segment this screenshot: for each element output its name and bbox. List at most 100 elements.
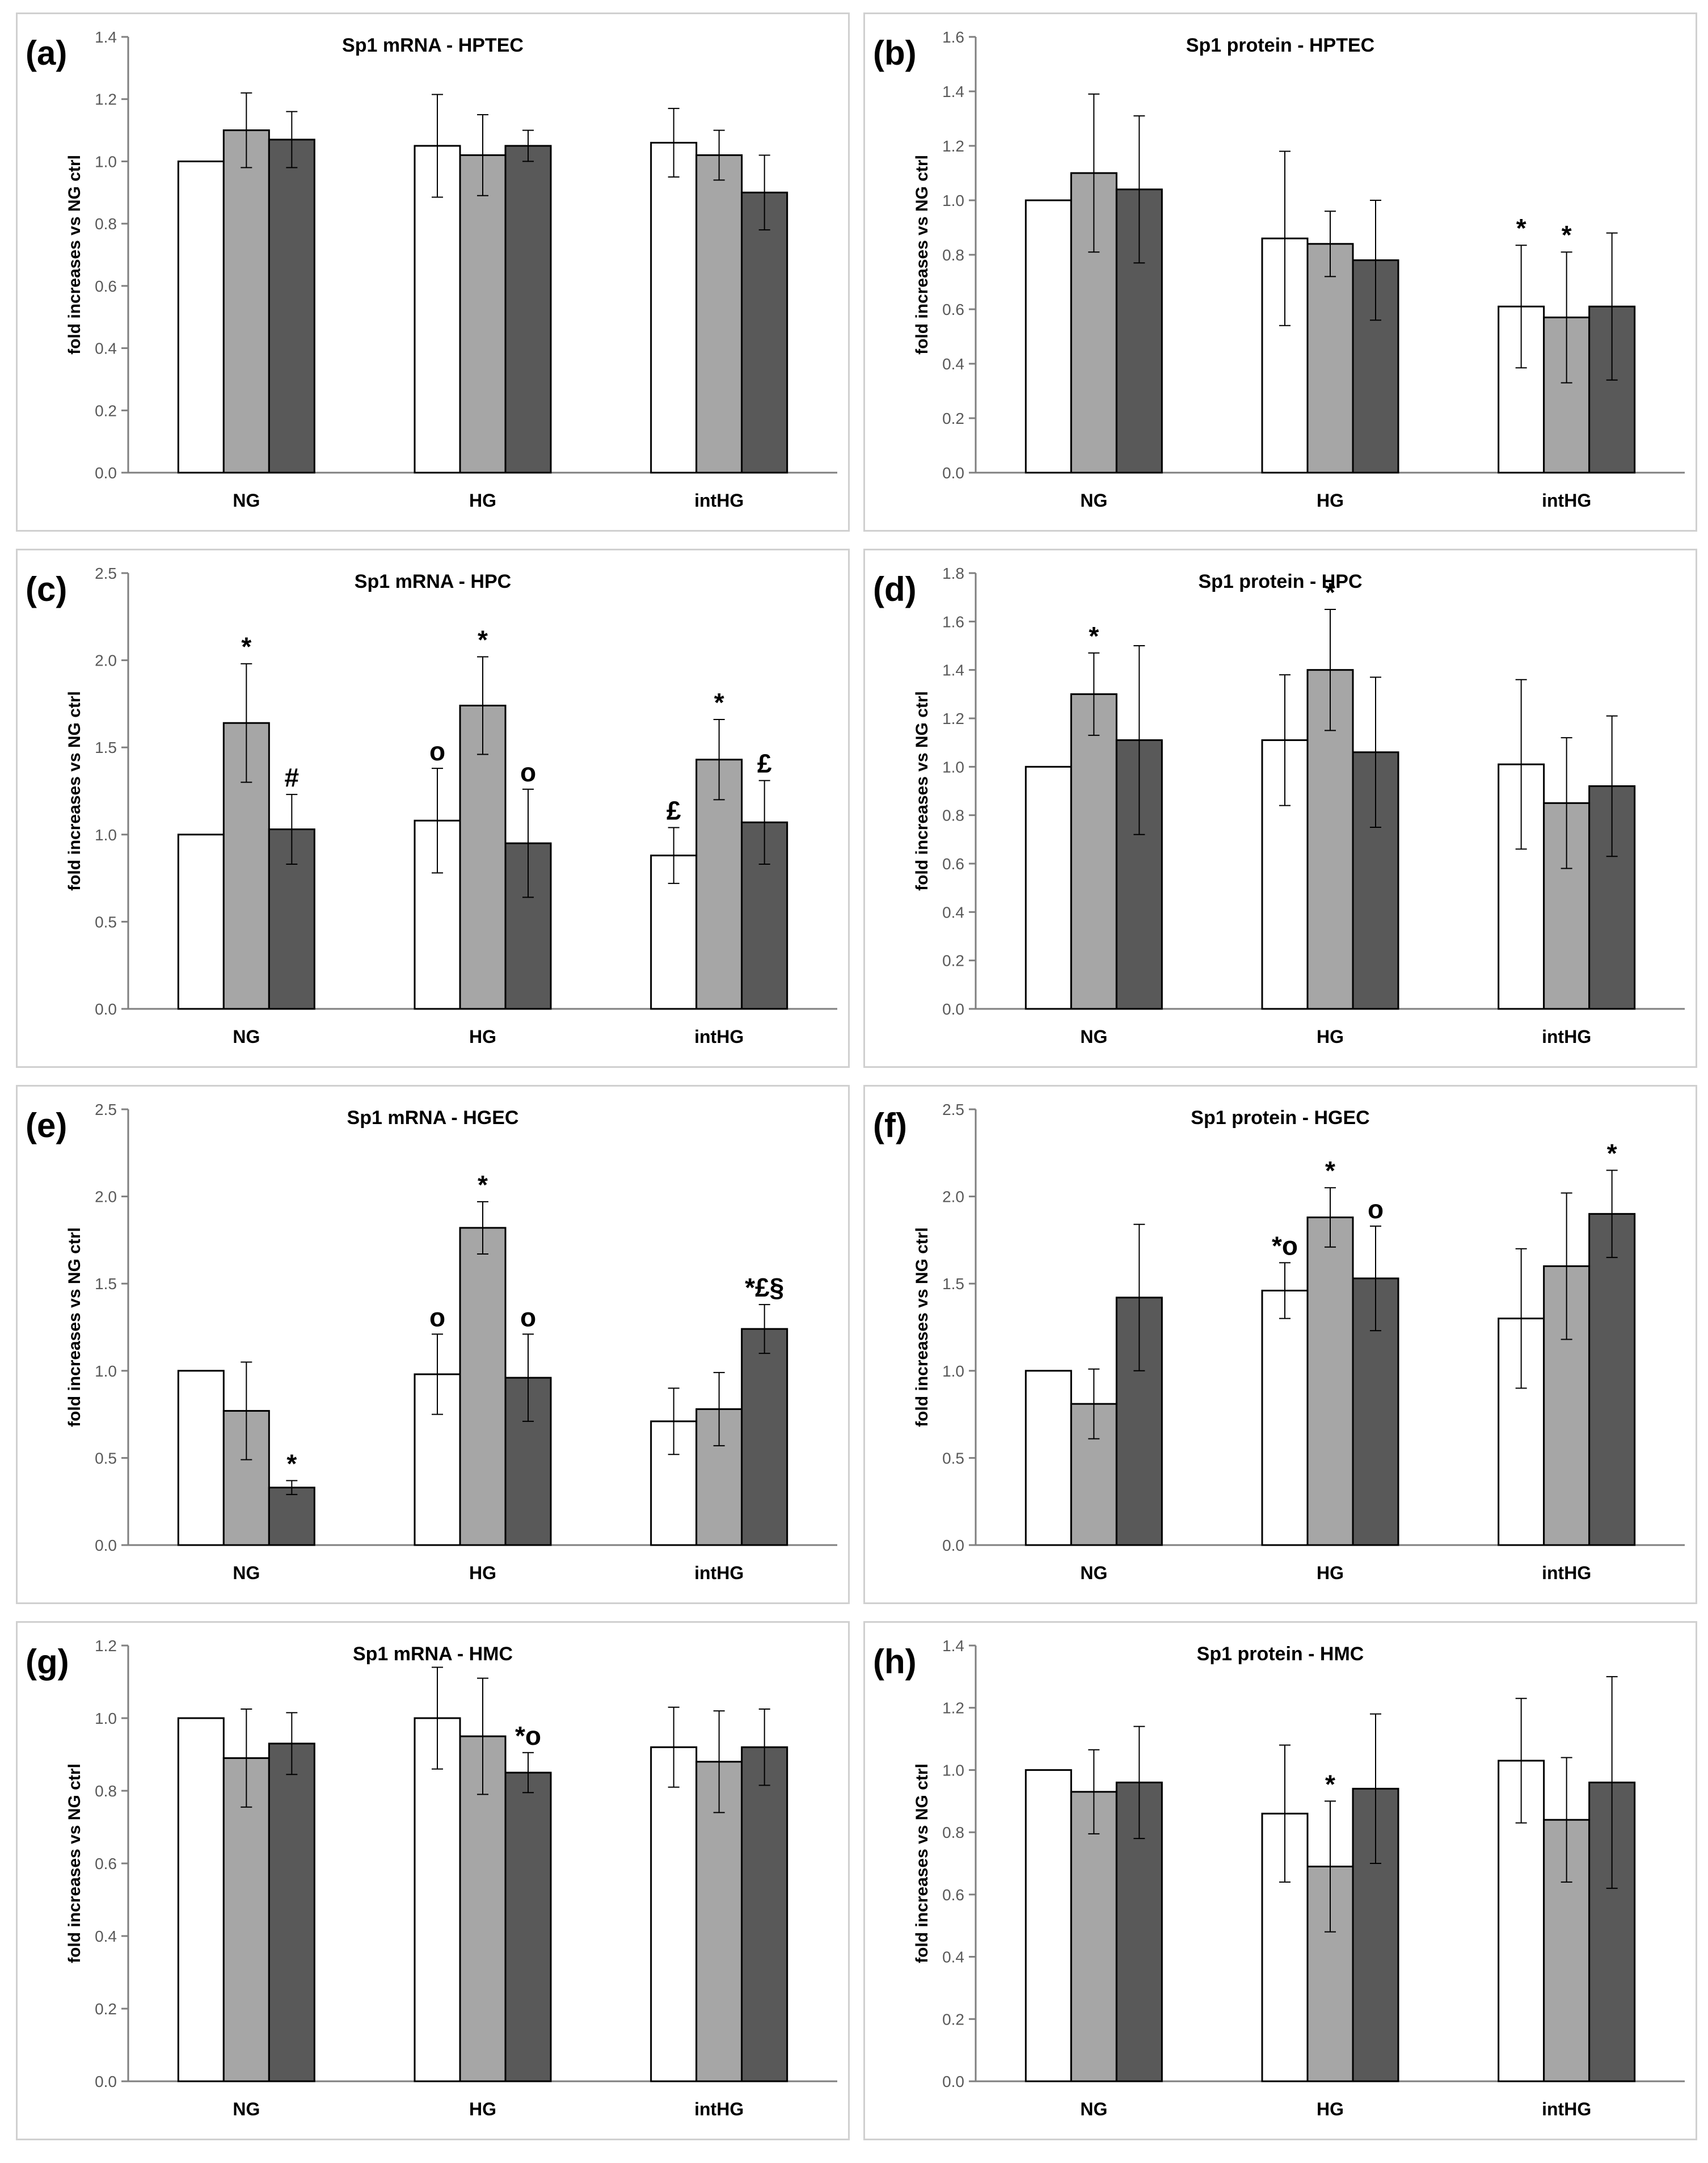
bar	[1261, 1289, 1309, 1546]
y-tick-label: 0.2	[95, 2000, 117, 2018]
x-tick-label: HG	[469, 2099, 496, 2119]
y-axis-label: fold increases vs NG ctrl	[65, 691, 84, 891]
y-axis-label: fold increases vs NG ctrl	[913, 1764, 931, 1963]
x-tick-label: intHG	[1542, 1026, 1591, 1047]
x-tick-label: HG	[1317, 1026, 1344, 1047]
bar	[414, 819, 461, 1010]
significance-label: *o	[515, 1721, 541, 1750]
y-tick-label: 0.8	[95, 215, 117, 233]
y-tick-label: 0.4	[95, 340, 117, 357]
chart-title: Sp1 mRNA - HMC	[352, 1643, 513, 1665]
y-tick-label: 0.0	[95, 1537, 117, 1554]
chart-f: 0.0 0.5 1.0 1.5 2.0 2.5 fold increases vs NG c…	[913, 1101, 1685, 1583]
x-tick-label: intHG	[694, 1026, 744, 1047]
y-tick-label: 1.0	[95, 1362, 117, 1380]
x-tick-label: intHG	[694, 1563, 744, 1583]
panel-letter: (c)	[26, 570, 68, 608]
chart-g: 0.0 0.2 0.4 0.6 0.8 1.0 1.2 fold increases vs N…	[65, 1637, 837, 2119]
y-tick-label: 1.4	[95, 28, 117, 46]
significance-label: o	[429, 737, 445, 766]
significance-label: *	[1562, 220, 1572, 250]
bar	[695, 759, 743, 1010]
significance-label: o	[520, 1302, 536, 1332]
bar	[1024, 765, 1072, 1010]
chart-b: 0.0 0.2 0.4 0.6 0.8 1.0 1.2 1.4 1.6 fold increase…	[913, 28, 1685, 511]
x-tick-label: intHG	[1542, 2099, 1591, 2119]
bar	[741, 1328, 788, 1546]
chart-d: 0.0 0.2 0.4 0.6 0.8 1.0 1.2 1.4 1.6 1.8 fold incre…	[913, 565, 1685, 1047]
y-tick-label: 1.4	[942, 1637, 964, 1655]
bar	[177, 1717, 225, 2082]
y-tick-label: 1.5	[95, 1275, 117, 1293]
bar	[268, 138, 315, 474]
y-tick-label: 1.2	[942, 137, 964, 155]
x-tick-label: HG	[1317, 1563, 1344, 1583]
y-tick-label: 0.0	[95, 2073, 117, 2090]
y-tick-label: 0.8	[942, 1824, 964, 1841]
panel-a: 0.0 0.2 0.4 0.6 0.8 1.0 1.2 1.4 fold increases v…	[16, 12, 850, 532]
y-tick-label: 0.0	[942, 2073, 964, 2090]
significance-label: o	[429, 1302, 445, 1332]
y-tick-label: 1.5	[95, 739, 117, 756]
bar	[268, 1487, 315, 1546]
bar	[177, 1370, 225, 1546]
panel-f: 0.0 0.5 1.0 1.5 2.0 2.5 fold increases vs NG c…	[863, 1085, 1697, 1604]
y-tick-label: 2.5	[942, 1101, 964, 1118]
significance-label: *	[1325, 1156, 1335, 1185]
chart-title: Sp1 protein - HPTEC	[1186, 35, 1375, 56]
bar	[1024, 199, 1072, 474]
y-axis-label: fold increases vs NG ctrl	[913, 1227, 931, 1427]
y-tick-label: 1.0	[942, 192, 964, 209]
y-tick-label: 0.4	[942, 903, 964, 921]
y-tick-label: 2.0	[942, 1188, 964, 1206]
x-tick-label: HG	[469, 490, 496, 511]
significance-label: *	[286, 1449, 297, 1478]
chart-c: 0.0 0.5 1.0 1.5 2.0 2.5 fold increases vs NG c…	[65, 565, 837, 1047]
x-tick-label: intHG	[1542, 1563, 1591, 1583]
bar	[741, 1746, 788, 2082]
x-tick-label: NG	[233, 490, 260, 511]
y-tick-label: 0.8	[95, 1782, 117, 1800]
bar	[414, 1717, 461, 2082]
x-tick-label: HG	[469, 1563, 496, 1583]
y-tick-label: 2.0	[95, 1188, 117, 1206]
panel-letter: (d)	[873, 570, 917, 608]
x-tick-label: NG	[1080, 1026, 1107, 1047]
bar	[1024, 1370, 1072, 1546]
y-tick-label: 1.0	[942, 1761, 964, 1779]
x-tick-label: NG	[233, 2099, 260, 2119]
y-tick-label: 1.6	[942, 613, 964, 630]
panel-letter: (g)	[26, 1643, 69, 1681]
y-axis-label: fold increases vs NG ctrl	[913, 691, 931, 891]
panel-g: 0.0 0.2 0.4 0.6 0.8 1.0 1.2 fold increases vs N…	[16, 1621, 850, 2140]
significance-label: *	[714, 688, 724, 717]
x-tick-label: intHG	[694, 490, 744, 511]
significance-label: #	[285, 763, 300, 792]
bar	[741, 821, 788, 1010]
y-tick-label: 0.5	[942, 1449, 964, 1467]
chart-e: 0.0 0.5 1.0 1.5 2.0 2.5 fold increases vs NG c…	[65, 1101, 837, 1583]
x-tick-label: intHG	[694, 2099, 744, 2119]
significance-label: *o	[1272, 1231, 1298, 1260]
bar	[741, 191, 788, 474]
chart-title: Sp1 mRNA - HGEC	[347, 1107, 519, 1129]
y-tick-label: 2.5	[95, 1101, 117, 1118]
y-tick-label: 1.0	[95, 826, 117, 844]
panel-h: 0.0 0.2 0.4 0.6 0.8 1.0 1.2 1.4 fold increases v…	[863, 1621, 1697, 2140]
y-tick-label: 1.2	[942, 710, 964, 727]
y-tick-label: 0.4	[95, 1928, 117, 1945]
y-tick-label: 0.0	[95, 1000, 117, 1018]
significance-label: *	[478, 1170, 488, 1200]
significance-label: *	[478, 625, 488, 654]
bar	[1588, 1213, 1636, 1546]
y-tick-label: 0.6	[942, 855, 964, 873]
x-tick-label: NG	[233, 1563, 260, 1583]
significance-label: *	[1325, 578, 1335, 607]
significance-label: *£§	[745, 1273, 784, 1302]
bar	[695, 154, 743, 474]
y-tick-label: 1.6	[942, 28, 964, 46]
y-tick-label: 2.0	[95, 652, 117, 670]
y-tick-label: 1.0	[95, 1710, 117, 1727]
y-tick-label: 0.5	[95, 913, 117, 931]
significance-label: *	[1516, 213, 1526, 243]
